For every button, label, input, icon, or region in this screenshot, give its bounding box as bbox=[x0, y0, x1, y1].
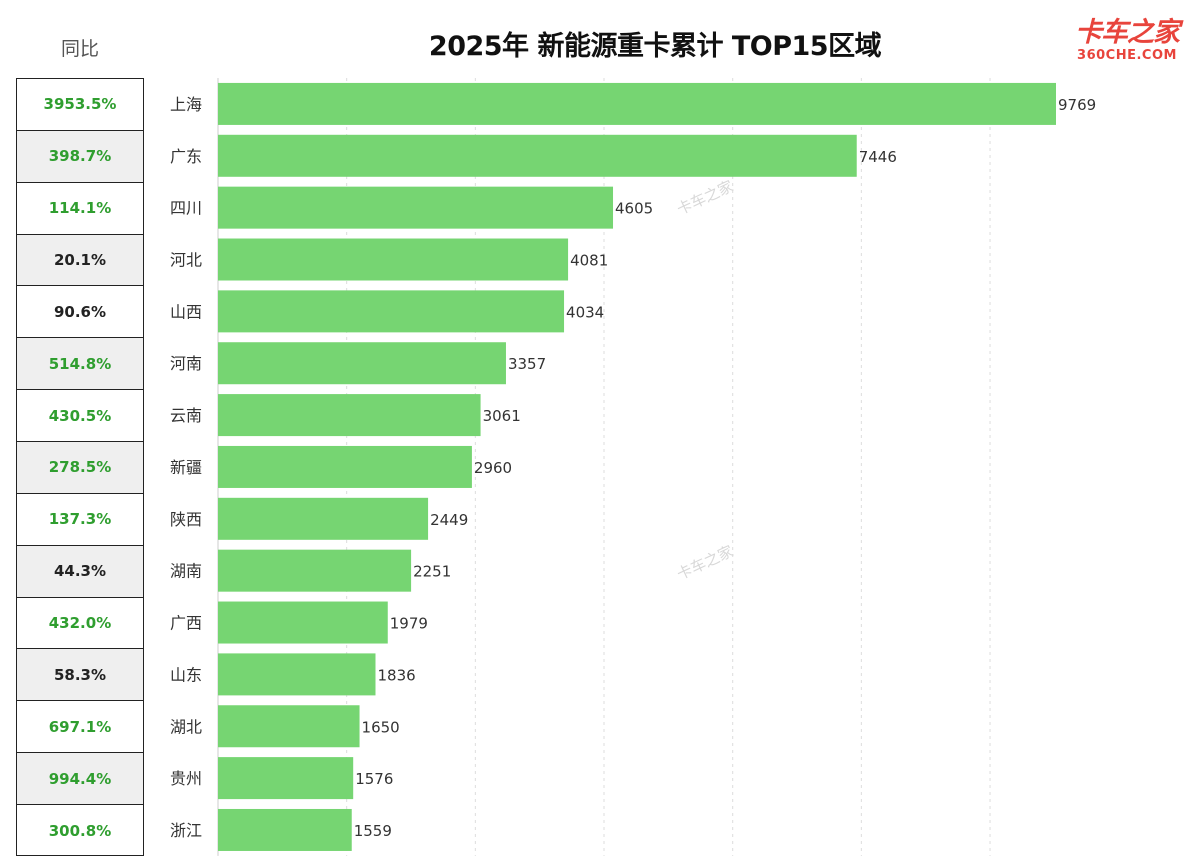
watermark-text: 卡车之家 bbox=[674, 177, 736, 219]
bar-2 bbox=[218, 134, 857, 177]
data-label: 2449 bbox=[430, 511, 468, 529]
bar-3 bbox=[218, 186, 614, 229]
data-label: 3357 bbox=[508, 355, 546, 373]
category-label: 山东 bbox=[170, 665, 202, 684]
bar-12 bbox=[218, 653, 376, 696]
yoy-cell: 398.7% bbox=[17, 130, 143, 183]
data-label: 1559 bbox=[354, 822, 392, 840]
brand-logo-text: 卡车之家 bbox=[1075, 17, 1180, 48]
category-label: 广东 bbox=[170, 147, 202, 166]
yoy-cell: 20.1% bbox=[17, 234, 143, 287]
bar-13 bbox=[218, 705, 360, 748]
data-label: 4081 bbox=[570, 252, 608, 270]
yoy-cell: 58.3% bbox=[17, 649, 143, 702]
yoy-cell: 432.0% bbox=[17, 598, 143, 650]
yoy-cell: 430.5% bbox=[17, 390, 143, 443]
data-label: 2960 bbox=[474, 459, 512, 477]
category-label: 广西 bbox=[170, 614, 202, 633]
yoy-cell: 278.5% bbox=[17, 442, 143, 494]
brand-logo-url: 360CHE.COM bbox=[1077, 48, 1177, 63]
data-label: 4605 bbox=[615, 200, 653, 218]
data-label: 2251 bbox=[413, 563, 451, 581]
category-label: 云南 bbox=[170, 406, 202, 425]
category-label: 湖北 bbox=[170, 717, 202, 736]
data-label: 1836 bbox=[377, 666, 415, 684]
data-label: 1650 bbox=[362, 718, 400, 736]
category-label: 河南 bbox=[170, 354, 202, 373]
bar-9 bbox=[218, 497, 429, 540]
bar-5 bbox=[218, 290, 565, 333]
category-label: 浙江 bbox=[170, 821, 202, 840]
category-label: 陕西 bbox=[170, 510, 202, 529]
data-label: 7446 bbox=[859, 148, 897, 166]
category-label: 新疆 bbox=[170, 458, 202, 477]
category-label: 山西 bbox=[170, 302, 202, 321]
category-label: 湖南 bbox=[170, 562, 202, 581]
bar-15 bbox=[218, 808, 352, 851]
yoy-table: 3953.5% 398.7% 114.1% 20.1% 90.6% 514.8% 430.5… bbox=[16, 78, 144, 856]
category-label: 河北 bbox=[170, 251, 202, 270]
data-label: 4034 bbox=[566, 303, 604, 321]
bar-8 bbox=[218, 445, 472, 488]
chart-title: 2025年 新能源重卡累计 TOP15区域 bbox=[428, 31, 882, 62]
brand-logo: 卡车之家 360CHE.COM bbox=[1068, 18, 1186, 68]
bar-14 bbox=[218, 757, 354, 800]
watermark-text: 卡车之家 bbox=[674, 542, 736, 584]
data-label: 1979 bbox=[390, 615, 428, 633]
data-label: 9769 bbox=[1058, 96, 1096, 114]
bar-1 bbox=[218, 82, 1056, 125]
yoy-cell: 300.8% bbox=[48, 821, 112, 840]
category-label: 上海 bbox=[170, 95, 202, 114]
yoy-cell: 137.3% bbox=[17, 494, 143, 546]
category-label: 四川 bbox=[170, 199, 202, 218]
yoy-cell: 697.1% bbox=[17, 701, 143, 754]
bar-6 bbox=[218, 342, 506, 385]
data-label: 3061 bbox=[483, 407, 521, 425]
bar-10 bbox=[218, 549, 412, 592]
yoy-cell: 90.6% bbox=[17, 286, 143, 339]
yoy-cell: 44.3% bbox=[17, 545, 143, 598]
bar-11 bbox=[218, 601, 388, 644]
category-label: 贵州 bbox=[170, 769, 202, 788]
yoy-cell: 994.4% bbox=[17, 753, 143, 806]
yoy-cell: 114.1% bbox=[17, 183, 143, 235]
yoy-column-header: 同比 bbox=[60, 38, 99, 60]
data-label: 1576 bbox=[355, 770, 393, 788]
bar-7 bbox=[218, 394, 481, 437]
yoy-cell: 3953.5% bbox=[17, 79, 143, 131]
yoy-cell: 514.8% bbox=[17, 338, 143, 391]
bar-4 bbox=[218, 238, 569, 281]
